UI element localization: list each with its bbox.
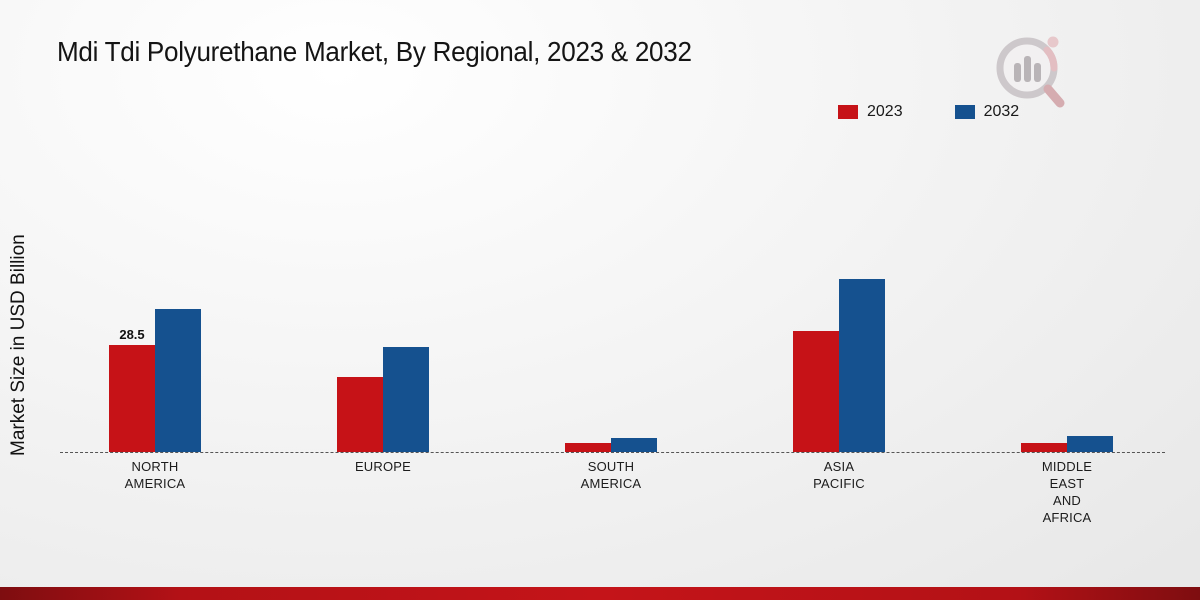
legend-swatch-2032 bbox=[954, 105, 975, 119]
brand-logo-icon bbox=[990, 30, 1070, 112]
bar-2032-asia-pacific bbox=[839, 279, 885, 452]
category-label-south-america: SOUTH AMERICA bbox=[580, 459, 642, 491]
bar-2032-europe bbox=[383, 347, 429, 452]
bar-2023-north-america bbox=[109, 345, 155, 452]
plot-area: NORTH AMERICA EUROPE SOUTH AMERICA ASIA PACIFI… bbox=[60, 250, 1165, 525]
category-label-europe: EUROPE bbox=[354, 459, 412, 474]
category-label-north-america: NORTH AMERICA bbox=[124, 459, 186, 491]
legend-item-2023: 2023 bbox=[838, 103, 903, 121]
y-axis-label: Market Size in USD Billion bbox=[8, 234, 29, 457]
bar-2023-middle-east-and-africa bbox=[1021, 443, 1067, 452]
legend-item-2032: 2032 bbox=[954, 103, 1020, 121]
bar-2023-europe bbox=[337, 377, 383, 452]
bar-2032-north-america bbox=[155, 309, 201, 452]
bar-2023-south-america bbox=[565, 443, 611, 452]
chart-title: Mdi Tdi Polyurethane Market, By Regional… bbox=[57, 36, 692, 67]
legend-label-2032: 2032 bbox=[983, 103, 1020, 120]
legend-swatch-2023 bbox=[838, 105, 858, 119]
legend-label-2023: 2023 bbox=[867, 103, 903, 120]
category-label-middle-east-and-africa: MIDDLE EAST AND AFRICA bbox=[1041, 459, 1093, 525]
bottom-accent-bar bbox=[0, 587, 1200, 600]
bar-2032-south-america bbox=[611, 438, 657, 452]
bar-2032-middle-east-and-africa bbox=[1067, 436, 1113, 452]
category-label-asia-pacific: ASIA PACIFIC bbox=[813, 459, 865, 491]
legend: 2023 2032 bbox=[838, 103, 1019, 121]
bar-2023-asia-pacific bbox=[793, 331, 839, 452]
bar-value-label-north-america: 28.5 bbox=[119, 327, 145, 342]
